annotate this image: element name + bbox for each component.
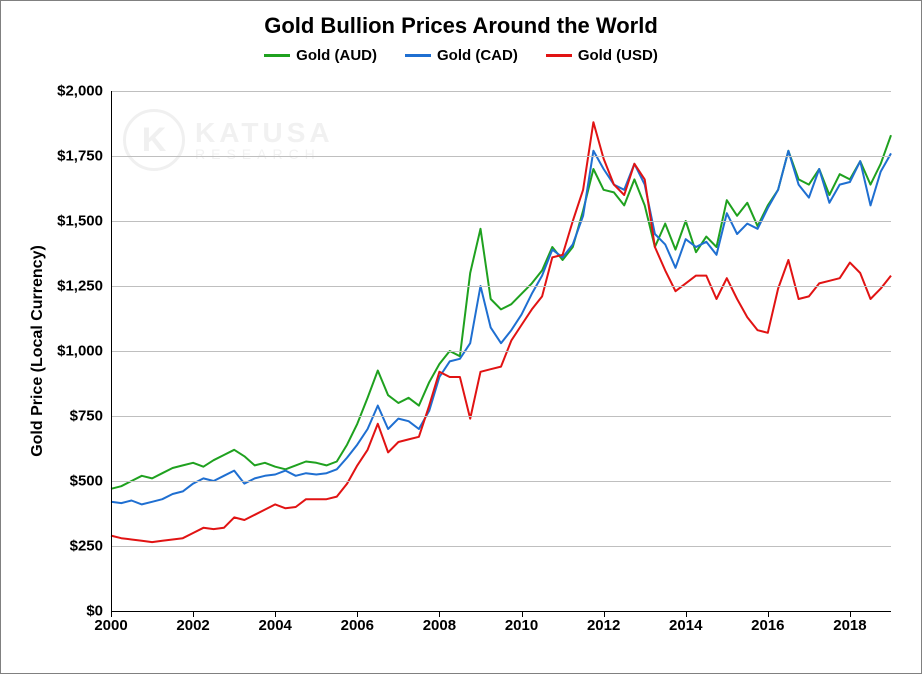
y-tick-label: $1,000 (57, 343, 103, 360)
legend-item: Gold (AUD) (264, 47, 377, 64)
x-tick-label: 2008 (423, 617, 456, 634)
series-line (111, 122, 891, 542)
series-line (111, 135, 891, 489)
gridline-h (111, 156, 891, 157)
gridline-h (111, 546, 891, 547)
x-tick-mark (686, 611, 687, 617)
chart-frame: Gold Bullion Prices Around the World Gol… (0, 0, 922, 674)
y-axis-label: Gold Price (Local Currency) (29, 245, 47, 457)
gridline-h (111, 91, 891, 92)
legend-swatch (405, 54, 431, 57)
x-tick-mark (439, 611, 440, 617)
x-tick-label: 2012 (587, 617, 620, 634)
x-tick-mark (357, 611, 358, 617)
y-tick-label: $2,000 (57, 83, 103, 100)
x-tick-label: 2006 (341, 617, 374, 634)
y-tick-label: $750 (70, 408, 103, 425)
gridline-h (111, 351, 891, 352)
gridline-h (111, 221, 891, 222)
plot-area: $0$250$500$750$1,000$1,250$1,500$1,750$2… (111, 91, 891, 611)
y-tick-label: $1,750 (57, 148, 103, 165)
x-tick-label: 2018 (833, 617, 866, 634)
y-axis-line (111, 91, 112, 611)
y-tick-label: $500 (70, 473, 103, 490)
gridline-h (111, 416, 891, 417)
x-tick-mark (275, 611, 276, 617)
series-line (111, 151, 891, 505)
y-tick-label: $1,500 (57, 213, 103, 230)
legend-label: Gold (CAD) (437, 47, 518, 64)
legend-swatch (264, 54, 290, 57)
x-tick-mark (604, 611, 605, 617)
x-tick-label: 2002 (176, 617, 209, 634)
x-tick-label: 2000 (94, 617, 127, 634)
x-tick-mark (522, 611, 523, 617)
x-tick-label: 2004 (259, 617, 292, 634)
legend-item: Gold (CAD) (405, 47, 518, 64)
gridline-h (111, 286, 891, 287)
legend-label: Gold (AUD) (296, 47, 377, 64)
y-tick-label: $1,250 (57, 278, 103, 295)
legend-item: Gold (USD) (546, 47, 658, 64)
x-tick-mark (193, 611, 194, 617)
x-tick-mark (111, 611, 112, 617)
gridline-h (111, 481, 891, 482)
x-tick-label: 2014 (669, 617, 702, 634)
x-tick-label: 2010 (505, 617, 538, 634)
x-tick-mark (850, 611, 851, 617)
legend: Gold (AUD) Gold (CAD) Gold (USD) (1, 47, 921, 64)
x-tick-mark (768, 611, 769, 617)
legend-label: Gold (USD) (578, 47, 658, 64)
legend-swatch (546, 54, 572, 57)
gridline-h (111, 611, 891, 612)
chart-title: Gold Bullion Prices Around the World (1, 13, 921, 39)
x-tick-label: 2016 (751, 617, 784, 634)
y-tick-label: $250 (70, 538, 103, 555)
